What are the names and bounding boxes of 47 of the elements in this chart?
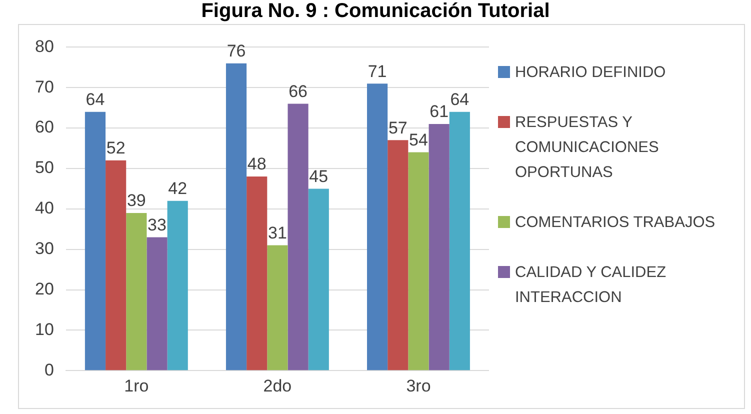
data-label: 66 [288, 82, 308, 101]
data-label: 33 [148, 215, 166, 234]
legend-label: COMENTARIOS TRABAJOS [515, 213, 716, 233]
legend-label: HORARIO DEFINIDO [515, 63, 666, 83]
bar [449, 112, 470, 370]
bar [167, 200, 188, 370]
y-tick-label: 20 [34, 279, 54, 298]
bar [308, 188, 329, 370]
bar [226, 63, 247, 370]
bar [84, 112, 106, 370]
data-label: 48 [247, 154, 266, 174]
bar [388, 140, 408, 370]
data-label: 31 [268, 223, 287, 242]
data-label: 54 [409, 130, 428, 150]
y-tick-label: 50 [34, 158, 54, 178]
y-tick-label: 80 [34, 36, 54, 56]
data-label: 45 [309, 166, 328, 186]
data-label: 52 [106, 138, 126, 158]
bar [267, 245, 288, 370]
bar [408, 152, 429, 370]
data-label: 57 [388, 118, 408, 138]
y-tick-label: 70 [34, 77, 54, 96]
legend-label: CALIDAD Y CALIDEZ INTERACCION [515, 263, 668, 308]
y-tick-label: 60 [34, 118, 54, 137]
data-label: 64 [86, 90, 105, 110]
y-tick-label: 30 [34, 239, 54, 258]
x-tick-label: 2do [263, 376, 292, 396]
bar [367, 84, 388, 370]
data-label: 71 [368, 62, 387, 81]
data-label: 42 [168, 179, 188, 198]
data-label: 61 [430, 102, 449, 122]
legend-label: RESPUESTAS Y COMUNICACIONES OPORTUNAS [515, 113, 660, 183]
bar [428, 124, 450, 370]
chart-title: Figura No. 9 : Comunicación Tutorial [200, 0, 551, 22]
bar [126, 212, 147, 370]
bar [106, 160, 126, 370]
x-tick-label: 1ro [124, 376, 149, 396]
x-tick-label: 3ro [406, 376, 431, 396]
bar [288, 104, 308, 370]
y-tick-label: 40 [34, 198, 54, 218]
data-label: 39 [126, 191, 146, 210]
y-tick-label: 0 [44, 360, 54, 380]
data-label: 64 [450, 90, 470, 110]
bar [146, 237, 168, 370]
bar [246, 176, 268, 370]
data-label: 76 [226, 42, 246, 61]
y-tick-label: 10 [34, 320, 54, 339]
